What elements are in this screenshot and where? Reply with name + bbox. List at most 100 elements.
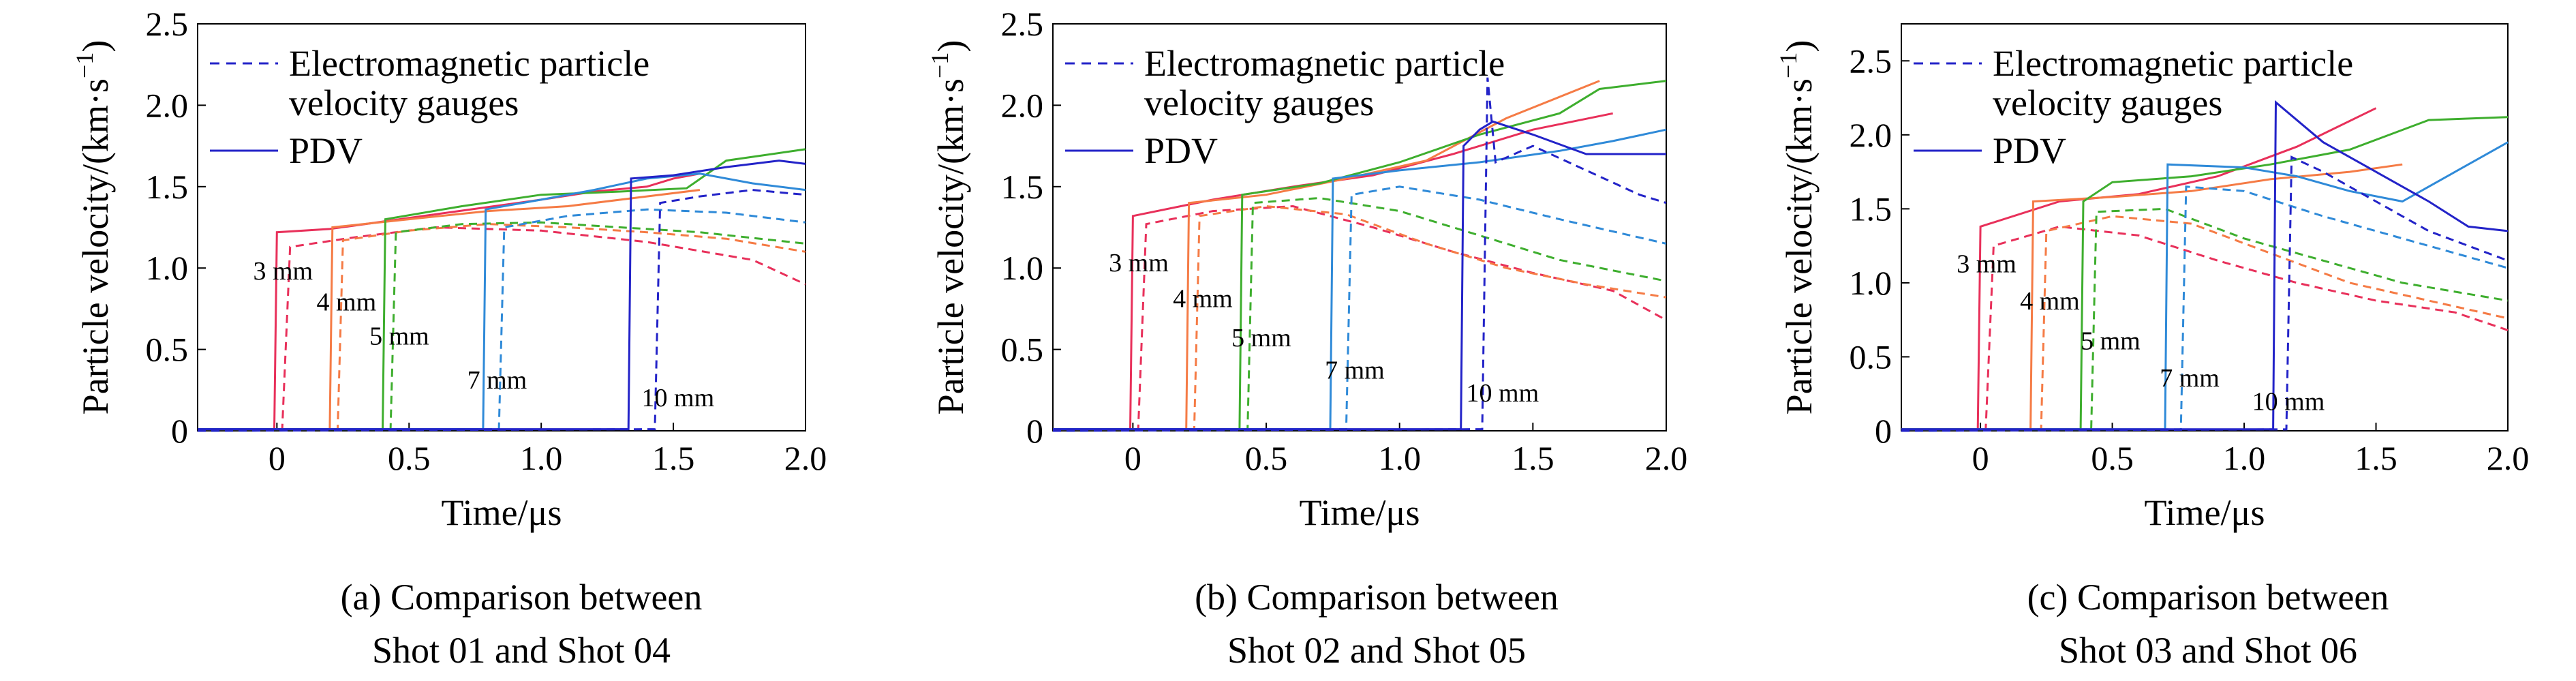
y-tick-label: 2.0 (1850, 116, 1892, 154)
y-tick-label: 0 (1026, 412, 1043, 450)
thickness-label: 7 mm (467, 366, 527, 395)
caption-line-1: (b) Comparison between (1195, 577, 1559, 618)
pdv-series-7mm (198, 172, 806, 431)
chart-panel-a: 0 0.5 1.0 1.5 2.0 2.5 0 0.5 1.0 1.5 2.0 Time/μs Part… (71, 5, 827, 671)
pdv-series-10mm (198, 160, 806, 431)
y-tick-label: 1.0 (1850, 264, 1892, 302)
x-tick-label: 0.5 (1245, 439, 1288, 477)
x-tick-label: 2.0 (784, 439, 827, 477)
x-tick-label: 0.5 (2091, 439, 2134, 477)
y-axis-label: Particle velocity/(km·s−1) (926, 40, 971, 415)
y-tick-label: 2.5 (1001, 5, 1044, 43)
legend-pdv-label: PDV (1144, 130, 1218, 171)
y-tick-label: 2.0 (1001, 86, 1044, 124)
thickness-label: 10 mm (642, 384, 715, 412)
y-tick-label: 1.0 (146, 249, 189, 287)
x-tick-label: 1.0 (1378, 439, 1421, 477)
gauge-series-4mm (1052, 205, 1667, 432)
pdv-series-7mm (1901, 141, 2509, 431)
y-axis-label: Particle velocity/(km·s−1) (71, 40, 116, 415)
y-tick-label: 0.5 (1001, 331, 1044, 369)
legend-pdv-label: PDV (289, 130, 363, 171)
x-tick-label: 2.0 (1645, 439, 1688, 477)
gauge-series-4mm (197, 223, 806, 432)
x-tick-label: 1.5 (2355, 439, 2397, 477)
thickness-label: 10 mm (1467, 379, 1539, 408)
x-tick-label: 1.0 (2223, 439, 2266, 477)
pdv-series-4mm (198, 189, 701, 431)
gauge-series-4mm (1901, 215, 2509, 432)
caption-line-2: Shot 01 and Shot 04 (372, 630, 671, 671)
chart-panel-b: 0 0.5 1.0 1.5 2.0 2.5 0 0.5 1.0 1.5 2.0 Time/μs Part… (926, 5, 1687, 671)
x-tick-label: 0 (1972, 439, 1989, 477)
thickness-label: 3 mm (253, 257, 313, 286)
thickness-label: 5 mm (2081, 327, 2141, 356)
x-axis-label: Time/μs (441, 492, 562, 533)
pdv-series-3mm (198, 172, 701, 431)
pdv-series-10mm (1901, 100, 2509, 431)
y-axis-label: Particle velocity/(km·s−1) (1775, 40, 1820, 415)
y-tick-label: 1.5 (1850, 190, 1892, 228)
y-axis-label-superscript: −1 (1775, 52, 1802, 78)
caption-line-2: Shot 03 and Shot 06 (2059, 630, 2357, 671)
pdv-series-7mm (1053, 128, 1667, 431)
caption-line-2: Shot 02 and Shot 05 (1227, 630, 1526, 671)
y-tick-label: 0.5 (1850, 337, 1892, 376)
thickness-label: 3 mm (1109, 249, 1169, 277)
thickness-label: 4 mm (2020, 287, 2080, 316)
x-tick-label: 1.5 (1512, 439, 1554, 477)
gauge-series-5mm (1052, 196, 1667, 432)
x-tick-label: 0 (1124, 439, 1141, 477)
caption-line-1: (c) Comparison between (2027, 577, 2389, 618)
caption-line-1: (a) Comparison between (341, 577, 703, 618)
thickness-label: 10 mm (2252, 388, 2325, 417)
thickness-label: 5 mm (1231, 324, 1291, 352)
legend-gauge-label: Electromagnetic particle (289, 43, 649, 84)
y-tick-label: 0 (171, 412, 188, 450)
gauge-series-3mm (1901, 225, 2509, 432)
plot-frame (1052, 23, 1667, 432)
gauge-series-10mm (197, 189, 806, 432)
legend-gauge-label-2: velocity gauges (1144, 82, 1374, 123)
x-axis-label: Time/μs (1299, 492, 1420, 533)
y-tick-label: 1.5 (1001, 168, 1044, 206)
y-tick-label: 2.5 (1850, 42, 1892, 80)
thickness-label: 3 mm (1957, 250, 2017, 279)
y-axis-label-close: ) (930, 40, 971, 52)
y-axis-label-close: ) (75, 40, 116, 52)
y-tick-label: 2.5 (146, 5, 189, 43)
legend-gauge-label-2: velocity gauges (1993, 82, 2222, 123)
y-tick-label: 2.0 (146, 86, 189, 124)
pdv-series-4mm (1901, 163, 2403, 431)
x-tick-label: 2.0 (2487, 439, 2530, 477)
gauge-series-7mm (197, 208, 806, 432)
pdv-series-5mm (1901, 116, 2509, 431)
y-axis-label-main: Particle velocity/(km·s (75, 78, 116, 414)
gauge-series-10mm (1901, 155, 2509, 432)
gauge-series-3mm (1052, 205, 1667, 432)
thickness-label: 7 mm (1325, 357, 1385, 385)
y-axis-label-close: ) (1779, 40, 1820, 52)
y-axis-label-main: Particle velocity/(km·s (930, 78, 971, 414)
x-tick-label: 1.5 (652, 439, 695, 477)
y-axis-label-main: Particle velocity/(km·s (1779, 78, 1820, 414)
y-axis-label-superscript: −1 (926, 52, 953, 78)
plot-frame (197, 23, 806, 432)
thickness-label: 5 mm (369, 322, 429, 350)
chart-panel-c: 0 0.5 1.0 1.5 2.0 2.5 0 0.5 1.0 1.5 2.0 Time/μs Part… (1775, 23, 2530, 671)
gauge-series-5mm (197, 221, 806, 432)
legend-gauge-label: Electromagnetic particle (1144, 43, 1505, 84)
gauge-series-10mm (1052, 77, 1667, 432)
y-tick-label: 0 (1875, 412, 1892, 450)
y-axis-label-superscript: −1 (71, 52, 98, 78)
thickness-label: 4 mm (1173, 285, 1233, 314)
pdv-series-4mm (1053, 80, 1600, 431)
pdv-series-5mm (1053, 80, 1667, 431)
x-axis-label: Time/μs (2144, 492, 2265, 533)
legend-gauge-label: Electromagnetic particle (1993, 43, 2353, 84)
pdv-series-10mm (1053, 120, 1666, 431)
x-tick-label: 0 (269, 439, 286, 477)
y-tick-label: 1.0 (1001, 249, 1044, 287)
x-tick-label: 1.0 (520, 439, 563, 477)
